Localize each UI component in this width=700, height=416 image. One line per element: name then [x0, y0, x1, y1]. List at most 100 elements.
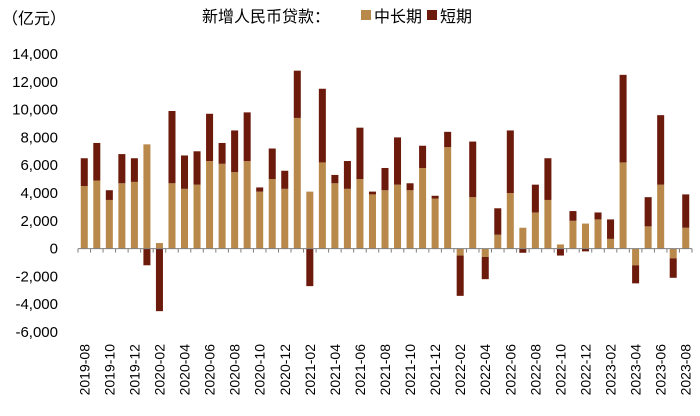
bar-medium-long-term-2020-12	[281, 188, 289, 249]
bar-medium-long-term-2019-08	[80, 186, 88, 249]
bar-short-term-2019-12	[130, 158, 138, 182]
x-tick-label: 2021-02	[302, 344, 318, 396]
bar-short-term-2019-08	[80, 158, 88, 187]
y-axis-unit-label: （亿元）	[2, 9, 66, 28]
bar-medium-long-term-2019-10	[105, 199, 113, 249]
x-tick-label: 2020-08	[227, 344, 243, 396]
bar-medium-long-term-2023-02	[607, 238, 615, 249]
bar-medium-long-term-2021-01	[293, 117, 301, 249]
bar-short-term-2022-05	[494, 208, 502, 235]
bar-medium-long-term-2022-03	[469, 197, 477, 249]
y-tick-label: 4,000	[20, 185, 58, 202]
y-tick-label: 6,000	[20, 157, 58, 174]
bar-short-term-2022-06	[506, 130, 514, 193]
bar-short-term-2020-08	[231, 130, 239, 173]
bar-short-term-2020-06	[206, 113, 214, 162]
bar-medium-long-term-2021-06	[356, 179, 364, 249]
bar-medium-long-term-2023-05	[644, 226, 652, 249]
x-tick-label: 2022-08	[527, 344, 543, 396]
x-tick-label: 2022-06	[502, 344, 518, 396]
bar-medium-long-term-2019-12	[130, 181, 138, 249]
bar-short-term-2022-09	[544, 158, 552, 200]
x-tick-label: 2022-04	[477, 344, 493, 396]
x-tick-label: 2022-10	[552, 344, 568, 396]
bar-short-term-2023-01	[594, 212, 602, 220]
bar-short-term-2023-04	[632, 265, 640, 284]
x-tick-label: 2022-12	[577, 344, 593, 396]
x-tick-label: 2020-02	[151, 344, 167, 396]
legend-label-short-term: 短期	[440, 7, 472, 26]
y-tick-label: 8,000	[20, 129, 58, 146]
x-tick-label: 2020-06	[202, 344, 218, 396]
y-axis: 14,000 12,000 10,000 8,000 6,000 4,000 2,000 0 -…	[12, 46, 58, 341]
bar-medium-long-term-2020-06	[206, 161, 214, 249]
bar-medium-long-term-2022-05	[494, 234, 502, 249]
bar-short-term-2021-02	[306, 248, 314, 287]
x-axis: 2019-08 2019-10 2019-12 2020-02 2020-04 2020-…	[76, 248, 694, 396]
bar-medium-long-term-2021-02	[306, 191, 314, 249]
bar-medium-long-term-2020-01	[143, 144, 151, 249]
bar-short-term-2019-09	[93, 142, 101, 181]
bar-medium-long-term-2022-12	[581, 223, 589, 249]
bar-short-term-2023-05	[644, 197, 652, 227]
bar-medium-long-term-2020-04	[181, 188, 189, 249]
bar-short-term-2022-02	[456, 255, 464, 296]
bar-medium-long-term-2021-11	[419, 167, 427, 249]
x-tick-label: 2023-04	[628, 344, 644, 396]
bar-medium-long-term-2022-04	[481, 248, 489, 257]
x-tick-label: 2020-12	[277, 344, 293, 396]
bar-short-term-2020-05	[193, 151, 201, 185]
bar-short-term-2021-08	[381, 167, 389, 191]
bar-medium-long-term-2020-09	[243, 161, 251, 249]
bar-medium-long-term-2021-10	[406, 190, 414, 249]
y-tick-label: -4,000	[15, 296, 58, 313]
chart-title: 新增人民币贷款：	[202, 7, 330, 26]
bar-short-term-2021-12	[431, 195, 439, 199]
bar-short-term-2023-03	[619, 74, 627, 163]
y-tick-label: 14,000	[12, 46, 58, 63]
bar-medium-long-term-2021-12	[431, 198, 439, 249]
bar-medium-long-term-2019-09	[93, 180, 101, 249]
bar-short-term-2022-03	[469, 141, 477, 198]
bar-medium-long-term-2022-07	[519, 227, 527, 249]
x-tick-label: 2023-02	[603, 344, 619, 396]
bar-short-term-2021-01	[293, 70, 301, 118]
bar-short-term-2022-10	[556, 248, 564, 256]
bar-medium-long-term-2020-05	[193, 184, 201, 249]
bar-medium-long-term-2020-02	[155, 243, 163, 249]
bar-medium-long-term-2021-08	[381, 190, 389, 249]
legend-label-medium-long-term: 中长期	[374, 7, 422, 26]
bar-medium-long-term-2020-07	[218, 163, 226, 249]
x-tick-label: 2021-08	[377, 344, 393, 396]
bar-short-term-2022-11	[569, 211, 577, 221]
x-tick-label: 2021-12	[427, 344, 443, 396]
bar-medium-long-term-2020-03	[168, 183, 176, 249]
bar-short-term-2020-10	[256, 187, 264, 192]
bar-medium-long-term-2023-06	[657, 184, 665, 249]
bar-medium-long-term-2023-01	[594, 219, 602, 249]
bar-medium-long-term-2021-03	[318, 162, 326, 249]
bar-medium-long-term-2021-09	[394, 184, 402, 249]
bar-short-term-2021-05	[343, 161, 351, 189]
bar-short-term-2022-01	[444, 131, 452, 148]
x-tick-label: 2020-10	[252, 344, 268, 396]
bar-medium-long-term-2020-08	[231, 172, 239, 249]
bar-medium-long-term-2022-01	[444, 147, 452, 249]
bar-short-term-2020-09	[243, 112, 251, 162]
bar-medium-long-term-2021-04	[331, 183, 339, 249]
bar-medium-long-term-2023-07	[669, 248, 677, 259]
y-tick-label: -6,000	[15, 324, 58, 341]
x-tick-label: 2021-04	[327, 344, 343, 396]
bar-short-term-2021-03	[318, 88, 326, 163]
bar-short-term-2023-06	[657, 115, 665, 185]
bar-medium-long-term-2022-09	[544, 199, 552, 249]
y-tick-label: 10,000	[12, 102, 58, 119]
legend-swatch-medium-long-term	[361, 10, 371, 20]
bar-medium-long-term-2023-04	[632, 248, 640, 266]
bar-short-term-2020-02	[155, 248, 163, 312]
bar-medium-long-term-2020-11	[268, 179, 276, 249]
bar-medium-long-term-2021-07	[368, 194, 376, 249]
bar-medium-long-term-2022-08	[531, 212, 539, 249]
x-tick-label: 2021-06	[352, 344, 368, 396]
